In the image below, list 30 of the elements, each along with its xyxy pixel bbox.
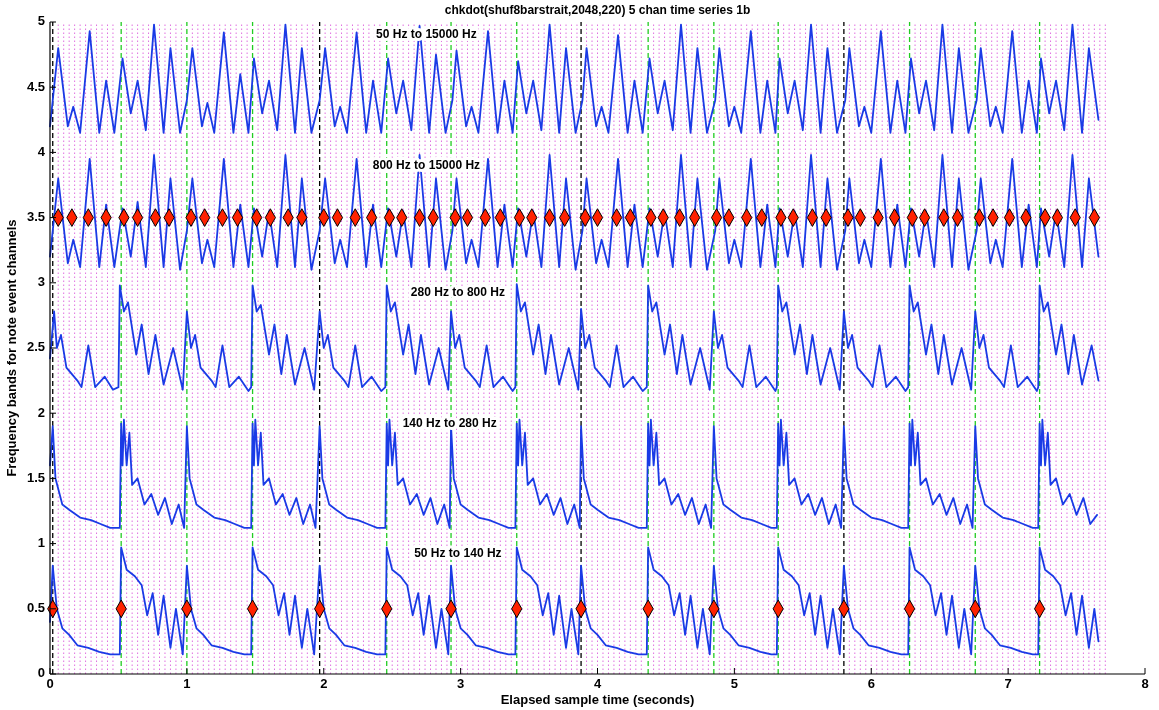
x-tick-label: 5 [730,676,738,691]
line-series [49,23,1100,134]
x-tick-label: 8 [1141,676,1149,691]
y-tick-label: 4.5 [26,78,45,94]
y-tick-label: 5 [37,13,45,29]
annotation: 280 Hz to 800 Hz [410,285,505,300]
y-tick-label: 1 [37,535,45,551]
x-tick-label: 3 [457,676,465,691]
x-tick-label: 2 [320,676,328,691]
y-tick-label: 4 [37,143,46,159]
y-tick-label: 3 [37,274,45,290]
line-series [49,283,1100,392]
y-tick-label: 2.5 [26,339,45,355]
x-tick-label: 7 [1004,676,1012,691]
x-tick-label: 6 [867,676,875,691]
y-tick-label: 3.5 [26,209,45,225]
annotation: 140 Hz to 280 Hz [402,415,497,430]
y-tick-label: 2 [37,404,45,420]
chart-title: chkdot(shuf8barstrait,2048,220) 5 chan time series 1b [444,3,751,17]
y-axis-title: Frequency bands for note event channels [4,219,19,477]
x-tick-label: 4 [593,676,602,691]
y-tick-label: 1.5 [26,469,45,485]
line-series [49,154,1100,271]
line-series [49,546,1100,656]
x-axis-title: Elapsed sample time (seconds) [500,692,695,707]
line-series [49,418,1098,529]
x-tick-label: 1 [183,676,191,691]
y-tick-label: 0 [37,665,45,681]
y-tick-label: 0.5 [26,600,45,616]
annotation: 50 Hz to 140 Hz [414,546,502,561]
